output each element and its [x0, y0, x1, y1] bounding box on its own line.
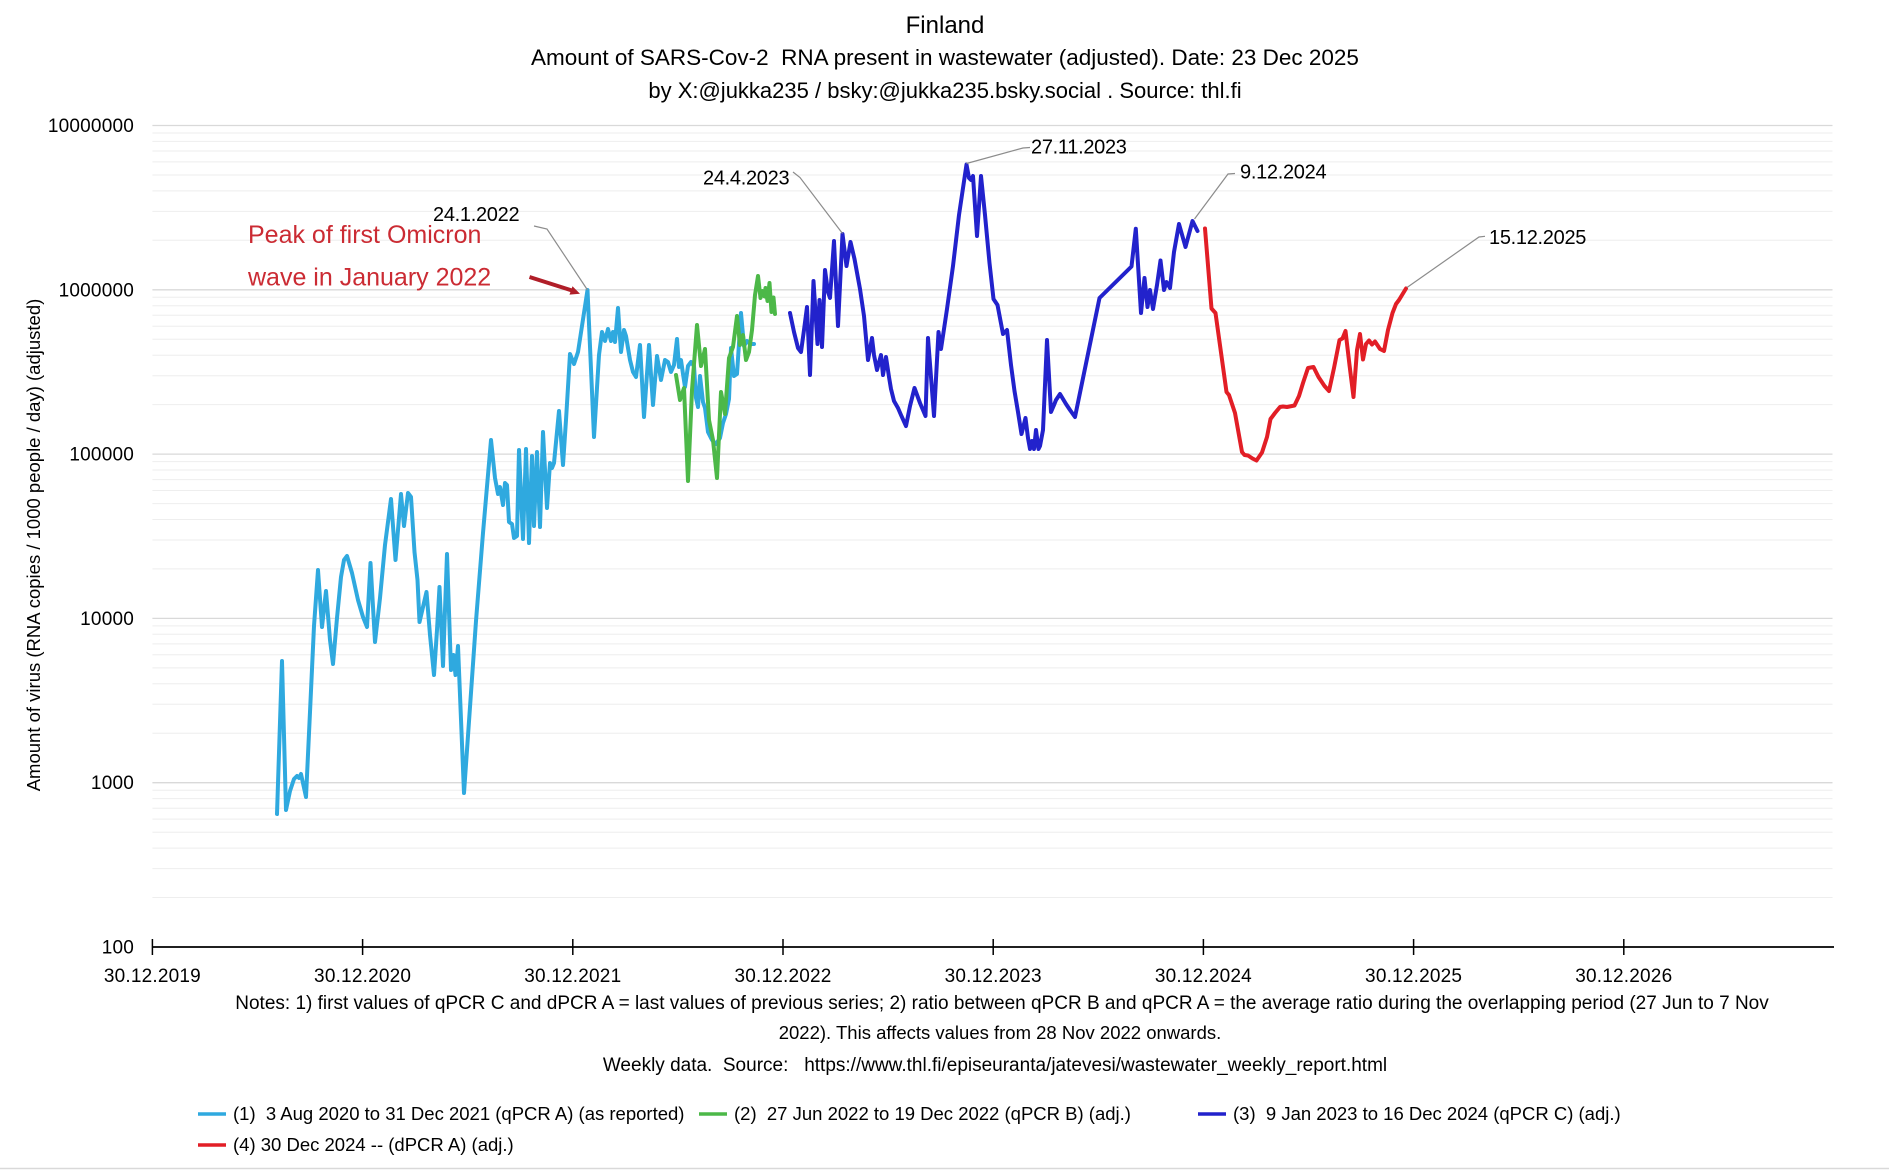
svg-text:Amount of virus (RNA copies /: Amount of virus (RNA copies / 1000 peopl… [23, 299, 44, 792]
svg-text:wave in January 2022: wave in January 2022 [247, 264, 491, 292]
svg-text:30.12.2024: 30.12.2024 [1155, 966, 1252, 987]
svg-text:Finland: Finland [906, 12, 985, 39]
svg-text:100000: 100000 [69, 445, 134, 466]
svg-text:Amount of SARS-Cov-2 RNA pres: Amount of SARS-Cov-2 RNA present in wast… [531, 45, 1359, 70]
svg-text:30.12.2020: 30.12.2020 [314, 966, 411, 987]
svg-text:24.1.2022: 24.1.2022 [433, 204, 519, 226]
svg-text:Peak of first Omicron: Peak of first Omicron [248, 221, 481, 249]
svg-text:30.12.2019: 30.12.2019 [104, 966, 201, 987]
svg-text:(1) 3 Aug 2020 to 31 Dec 2021: (1) 3 Aug 2020 to 31 Dec 2021 (qPCR A) (… [233, 1103, 684, 1124]
svg-text:Notes: 1) first values of qPCR: Notes: 1) first values of qPCR C and dPC… [235, 993, 1769, 1014]
svg-text:(4) 30 Dec 2024 -- (dPCR A) (a: (4) 30 Dec 2024 -- (dPCR A) (adj.) [233, 1134, 514, 1155]
svg-text:30.12.2022: 30.12.2022 [734, 966, 831, 987]
svg-text:30.12.2023: 30.12.2023 [945, 966, 1042, 987]
svg-text:30.12.2025: 30.12.2025 [1365, 966, 1462, 987]
svg-text:30.12.2021: 30.12.2021 [524, 966, 621, 987]
svg-text:1000000: 1000000 [59, 280, 134, 301]
svg-text:1000: 1000 [91, 773, 134, 794]
svg-text:24.4.2023: 24.4.2023 [703, 168, 789, 190]
svg-text:15.12.2025: 15.12.2025 [1489, 227, 1586, 249]
svg-text:10000: 10000 [80, 609, 134, 630]
svg-text:(2) 27 Jun 2022 to 19 Dec 202: (2) 27 Jun 2022 to 19 Dec 2022 (qPCR B) … [734, 1103, 1131, 1124]
svg-text:by X:@jukka235 / bsky:@jukka23: by X:@jukka235 / bsky:@jukka235.bsky.soc… [648, 78, 1241, 103]
svg-text:10000000: 10000000 [48, 116, 134, 137]
svg-text:100: 100 [102, 938, 134, 959]
svg-text:9.12.2024: 9.12.2024 [1240, 162, 1326, 184]
svg-text:30.12.2026: 30.12.2026 [1575, 966, 1672, 987]
svg-text:27.11.2023: 27.11.2023 [1031, 137, 1127, 159]
svg-text:Weekly data. Source: https:: Weekly data. Source: https://www.thl.fi/… [603, 1055, 1387, 1076]
svg-text:(3) 9 Jan 2023 to 16 Dec 2024: (3) 9 Jan 2023 to 16 Dec 2024 (qPCR C) (… [1233, 1103, 1621, 1124]
svg-text:2022). This affects values fro: 2022). This affects values from 28 Nov 2… [779, 1022, 1222, 1043]
